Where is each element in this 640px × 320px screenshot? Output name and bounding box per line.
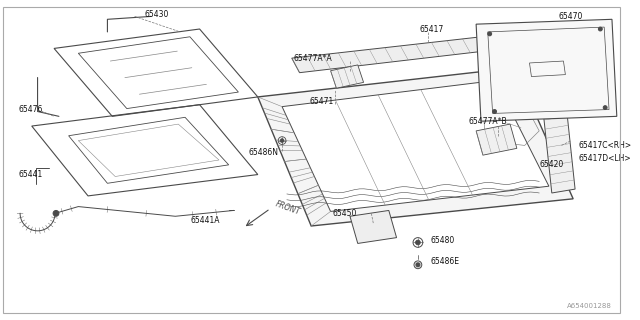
Text: 65430: 65430 xyxy=(144,10,169,19)
Text: A654001288: A654001288 xyxy=(567,303,612,309)
Polygon shape xyxy=(331,65,364,88)
Text: 65417: 65417 xyxy=(420,25,444,34)
Polygon shape xyxy=(258,68,573,226)
Circle shape xyxy=(493,109,497,113)
Polygon shape xyxy=(476,124,517,155)
Text: 65477A*A: 65477A*A xyxy=(294,54,332,63)
Polygon shape xyxy=(292,32,532,73)
Text: FRONT: FRONT xyxy=(275,200,302,217)
Polygon shape xyxy=(476,19,617,121)
Text: 65441A: 65441A xyxy=(191,216,220,225)
Circle shape xyxy=(604,106,607,109)
Polygon shape xyxy=(282,80,549,212)
Circle shape xyxy=(415,240,420,245)
Text: 65486N: 65486N xyxy=(248,148,278,157)
Polygon shape xyxy=(350,211,397,244)
Text: 65417D<LH>: 65417D<LH> xyxy=(579,154,632,163)
Text: 65417C<RH>: 65417C<RH> xyxy=(579,141,632,150)
Circle shape xyxy=(598,27,602,31)
Text: 65480: 65480 xyxy=(431,236,455,245)
Circle shape xyxy=(416,263,420,267)
Text: 65420: 65420 xyxy=(539,160,563,169)
Polygon shape xyxy=(542,98,575,193)
Text: 65470: 65470 xyxy=(559,12,583,21)
Text: 65450: 65450 xyxy=(333,209,357,218)
Text: 65476: 65476 xyxy=(18,105,42,114)
Circle shape xyxy=(488,32,492,36)
Text: 65477A*B: 65477A*B xyxy=(468,117,507,126)
Text: 65441: 65441 xyxy=(18,170,42,179)
Circle shape xyxy=(280,139,284,142)
Text: 65486E: 65486E xyxy=(431,257,460,266)
Circle shape xyxy=(53,211,59,216)
Text: 65471: 65471 xyxy=(309,97,333,106)
